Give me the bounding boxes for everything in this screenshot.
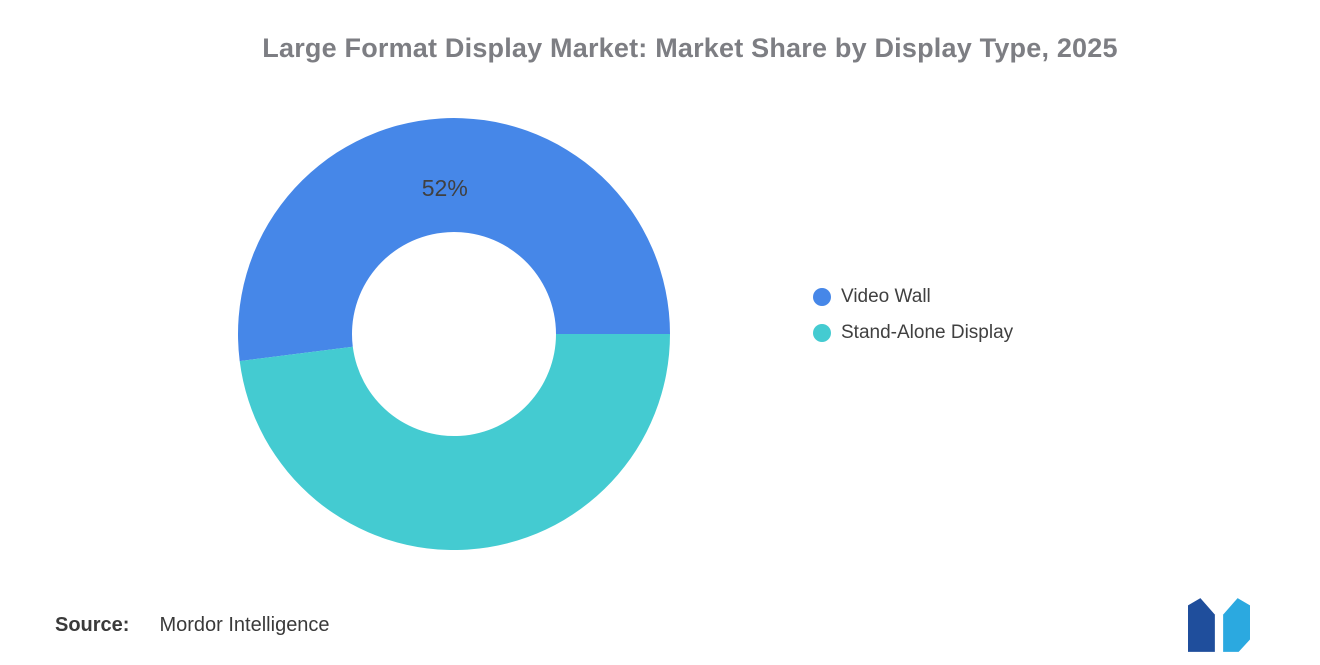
logo-right-shape <box>1223 598 1250 652</box>
legend-label-stand-alone-display: Stand-Alone Display <box>841 322 1014 343</box>
legend-swatch-stand-alone-display <box>813 324 831 342</box>
source-value: Mordor Intelligence <box>159 614 330 636</box>
mordor-intelligence-logo <box>1188 598 1250 652</box>
slice-label-video-wall: 52% <box>422 175 468 201</box>
logo-left-shape <box>1188 598 1215 652</box>
legend-item-video-wall: Video Wall <box>813 286 1013 308</box>
donut-chart: 52% <box>238 118 671 551</box>
chart-title: Large Format Display Market: Market Shar… <box>262 33 1118 63</box>
source-label: Source: <box>55 614 130 636</box>
legend-swatch-video-wall <box>813 288 831 306</box>
legend-item-stand-alone-display: Stand-Alone Display <box>813 322 1013 344</box>
donut-svg: 52% <box>238 118 671 551</box>
donut-slice-stand-alone-display <box>239 334 670 551</box>
legend-label-video-wall: Video Wall <box>841 286 931 307</box>
donut-slice-video-wall <box>238 118 671 362</box>
legend: Video Wall Stand-Alone Display <box>813 286 1013 344</box>
source-attribution: Source: Mordor Intelligence <box>55 614 330 637</box>
